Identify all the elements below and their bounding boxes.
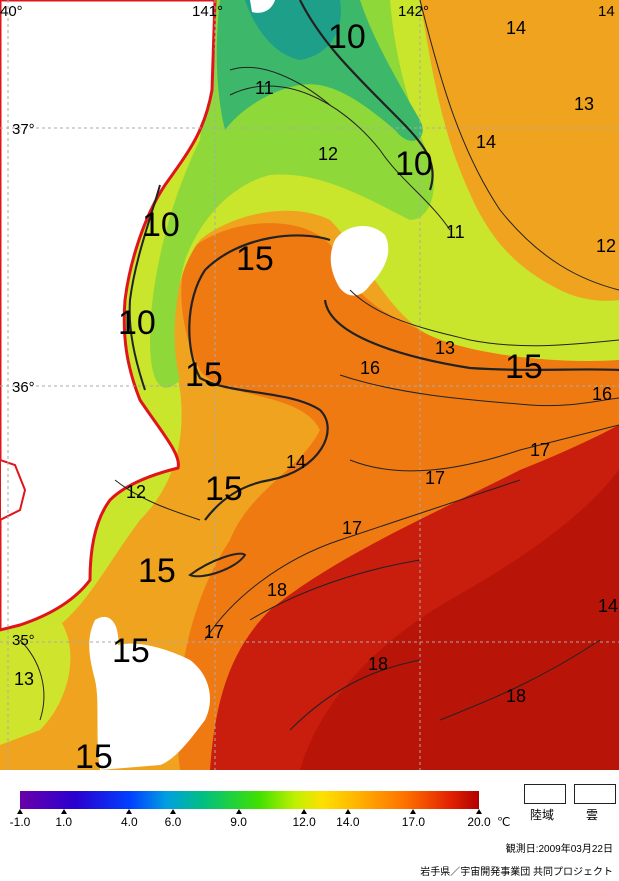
isotherm-label: 15 (138, 552, 176, 590)
longitude-label-143: 14 (598, 3, 615, 20)
isotherm-line-18 (249, 559, 421, 621)
isotherm-label: 17 (425, 468, 445, 488)
legend-tick-mark (476, 809, 482, 814)
legend-tick-label: 20.0 (467, 815, 491, 829)
isotherm-label: 11 (446, 222, 465, 242)
isotherm-line-18-east (439, 639, 601, 721)
cloud-patch-top (250, 0, 275, 13)
cloud-patch-north (330, 225, 389, 296)
legend-tick-label: 17.0 (401, 815, 426, 829)
isotherm-label: 18 (267, 580, 287, 600)
isotherm-label: 17 (530, 440, 550, 460)
isotherm-label: 17 (204, 622, 224, 642)
legend-tick-mark (344, 809, 351, 814)
isotherm-label: 10 (142, 206, 180, 244)
legend-tick-mark (17, 809, 23, 814)
cloud-patch-south (89, 616, 210, 770)
isotherm-line-12 (229, 85, 451, 231)
isotherm-label: 16 (360, 358, 380, 378)
isotherm-line-17 (349, 424, 619, 472)
land-key-swatch (524, 784, 566, 804)
legend-tick-label: 1.0 (55, 815, 73, 829)
legend-tick-mark (301, 809, 308, 814)
hot-water-core (300, 470, 619, 770)
isotherm-line-14 (419, 0, 619, 291)
isotherm-label: 14 (476, 132, 496, 152)
isotherm-label: 15 (205, 470, 243, 508)
isotherm-line-18-south (289, 659, 421, 731)
legend-tick-label: 14.0 (336, 815, 360, 829)
isotherm-label: 15 (112, 632, 150, 670)
isotherm-line-15-main (188, 234, 331, 521)
legend-tick-mark (60, 809, 67, 814)
sea-surface-temperature-map: 40° 141° 142° 14 37° 36° 35° 10 10 10 10… (0, 0, 619, 770)
isotherm-label: 15 (185, 356, 223, 394)
southwest-cool-patch (0, 620, 71, 745)
legend-tick-mark (126, 809, 133, 814)
isotherm-label: 13 (435, 338, 455, 358)
isotherm-label: 10 (118, 304, 156, 342)
isotherm-label: 17 (342, 518, 362, 538)
isotherm-label: 15 (75, 738, 113, 770)
isotherm-line-13 (349, 289, 619, 347)
isotherm-label: 18 (368, 654, 388, 674)
longitude-label-142: 142° (398, 3, 429, 20)
isotherm-line-12-coast (114, 479, 201, 521)
isotherm-label: 13 (574, 94, 594, 114)
isotherm-line-17-south (204, 479, 521, 641)
isotherm-label: 18 (506, 686, 526, 706)
legend-unit: ℃ (497, 815, 511, 829)
legend-tick-mark (410, 809, 417, 814)
land-key-label: 陸域 (530, 808, 555, 822)
isotherm-label: 12 (318, 144, 338, 164)
legend-tick-label: 6.0 (164, 815, 182, 829)
cloud-key-swatch (574, 784, 616, 804)
isotherm-line-10 (299, 0, 434, 191)
isotherm-line-15-sw (188, 552, 247, 578)
latitude-label-35: 35° (12, 632, 35, 649)
isotherm-line-11 (229, 66, 331, 106)
observation-date: 観測日:2009年03月22日 (505, 844, 613, 855)
isotherm-label: 15 (505, 348, 543, 386)
isotherm-label: 14 (598, 596, 618, 616)
longitude-label-141: 141° (192, 3, 223, 20)
isotherm-label: 11 (255, 78, 274, 98)
isotherm-line-15-east (323, 299, 619, 372)
isotherm-line-13-coast (19, 639, 45, 721)
legend-tick-label: 12.0 (292, 815, 316, 829)
land-peninsula (0, 458, 27, 522)
land-honshu (0, 0, 217, 632)
legend-tick-label: 9.0 (230, 815, 247, 829)
graticule-labels: 40° 141° 142° 14 37° 36° 35° (0, 3, 615, 649)
isotherm-label: 12 (596, 236, 616, 256)
isotherm-label: 12 (126, 482, 146, 502)
cloud-key-label: 雲 (586, 808, 599, 822)
longitude-label-140: 40° (0, 3, 23, 20)
legend-tick-mark (170, 809, 176, 814)
temperature-color-bar (20, 791, 479, 809)
isotherm-label: 14 (506, 18, 526, 38)
latitude-label-37: 37° (12, 121, 35, 138)
isotherm-label: 10 (328, 18, 366, 56)
isotherm-label: 15 (236, 240, 274, 278)
isotherm-label: 10 (395, 145, 433, 183)
isotherm-label: 16 (592, 384, 612, 404)
latitude-label-36: 36° (12, 379, 35, 396)
isotherm-line-10-west (128, 184, 161, 391)
legend-tick-label: 4.0 (120, 815, 138, 829)
isotherm-label: 13 (14, 669, 34, 689)
legend-tick-label: -1.0 (9, 815, 31, 829)
isotherm-line-16 (339, 374, 619, 407)
isotherm-labels: 10 10 10 10 11 11 12 12 12 13 13 14 14 1… (14, 18, 618, 770)
credit-line: 岩手県／宇宙開発事業団 共同プロジェクト (420, 867, 613, 878)
isotherm-label: 14 (286, 452, 306, 472)
legend-tick-mark (235, 809, 242, 814)
coldest-water-zone (245, 0, 341, 60)
isotherm-contours (19, 0, 619, 731)
